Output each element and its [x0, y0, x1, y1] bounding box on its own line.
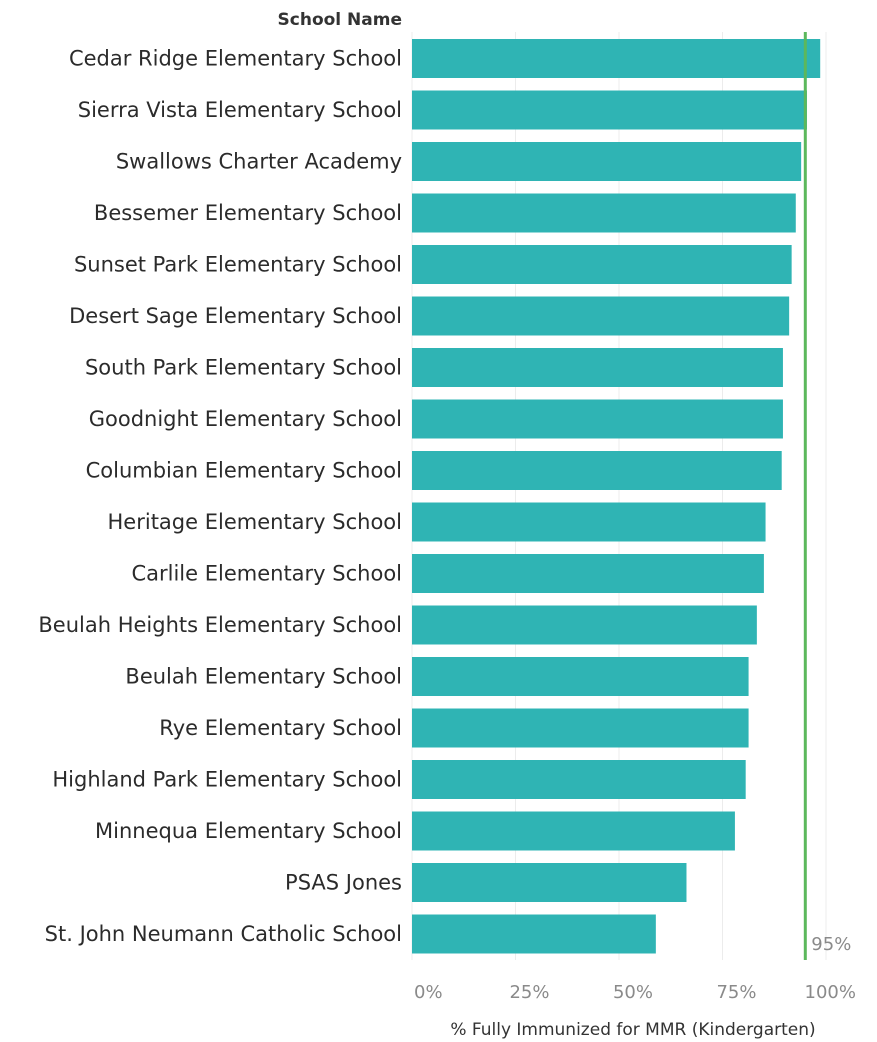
category-labels: Cedar Ridge Elementary School Sierra Vist… — [38, 47, 402, 947]
category-label-12: Beulah Elementary School — [125, 665, 402, 689]
bar-9[interactable] — [412, 502, 766, 542]
category-label-11: Beulah Heights Elementary School — [38, 613, 402, 637]
bar-8[interactable] — [412, 451, 782, 490]
category-label-2: Swallows Charter Academy — [116, 150, 402, 174]
x-axis-title: % Fully Immunized for MMR (Kindergarten) — [450, 1020, 815, 1040]
bar-3[interactable] — [412, 193, 796, 233]
x-tick-label-4: 100% — [805, 982, 856, 1003]
bar-5[interactable] — [412, 296, 790, 336]
bar-2[interactable] — [412, 142, 802, 181]
category-label-4: Sunset Park Elementary School — [74, 253, 402, 277]
x-tick-label-1: 25% — [509, 982, 549, 1003]
grid-lines — [411, 32, 827, 960]
category-label-13: Rye Elementary School — [159, 716, 402, 740]
bars — [412, 39, 821, 954]
x-tick-label-0: 0% — [414, 982, 443, 1003]
bar-1[interactable] — [412, 90, 807, 130]
bar-16[interactable] — [412, 863, 687, 902]
reference-line-group: 95% — [803, 32, 851, 960]
category-label-15: Minnequa Elementary School — [95, 819, 402, 843]
bar-6[interactable] — [412, 348, 783, 387]
bar-17[interactable] — [412, 914, 656, 954]
bar-12[interactable] — [412, 657, 749, 696]
bar-10[interactable] — [412, 554, 764, 593]
reference-line-label: 95% — [811, 934, 851, 955]
category-label-3: Bessemer Elementary School — [94, 201, 402, 225]
category-label-7: Goodnight Elementary School — [89, 407, 402, 431]
category-label-1: Sierra Vista Elementary School — [78, 98, 402, 122]
x-tick-label-2: 50% — [613, 982, 653, 1003]
bar-15[interactable] — [412, 811, 735, 851]
category-label-0: Cedar Ridge Elementary School — [69, 47, 402, 71]
bar-14[interactable] — [412, 760, 746, 799]
x-tick-label-3: 75% — [716, 982, 756, 1003]
category-label-14: Highland Park Elementary School — [52, 768, 402, 792]
x-axis-ticks: 0% 25% 50% 75% 100% — [414, 982, 856, 1003]
bar-13[interactable] — [412, 708, 749, 748]
bar-11[interactable] — [412, 605, 757, 645]
row-header-school-name: School Name — [278, 10, 402, 30]
bar-7[interactable] — [412, 399, 783, 439]
category-label-17: St. John Neumann Catholic School — [45, 922, 402, 946]
category-label-5: Desert Sage Elementary School — [69, 304, 402, 328]
category-label-16: PSAS Jones — [285, 871, 402, 895]
category-label-6: South Park Elementary School — [85, 356, 402, 380]
bar-4[interactable] — [412, 245, 792, 284]
category-label-9: Heritage Elementary School — [108, 510, 402, 534]
category-label-8: Columbian Elementary School — [86, 459, 402, 483]
bar-0[interactable] — [412, 39, 821, 78]
category-label-10: Carlile Elementary School — [131, 562, 402, 586]
